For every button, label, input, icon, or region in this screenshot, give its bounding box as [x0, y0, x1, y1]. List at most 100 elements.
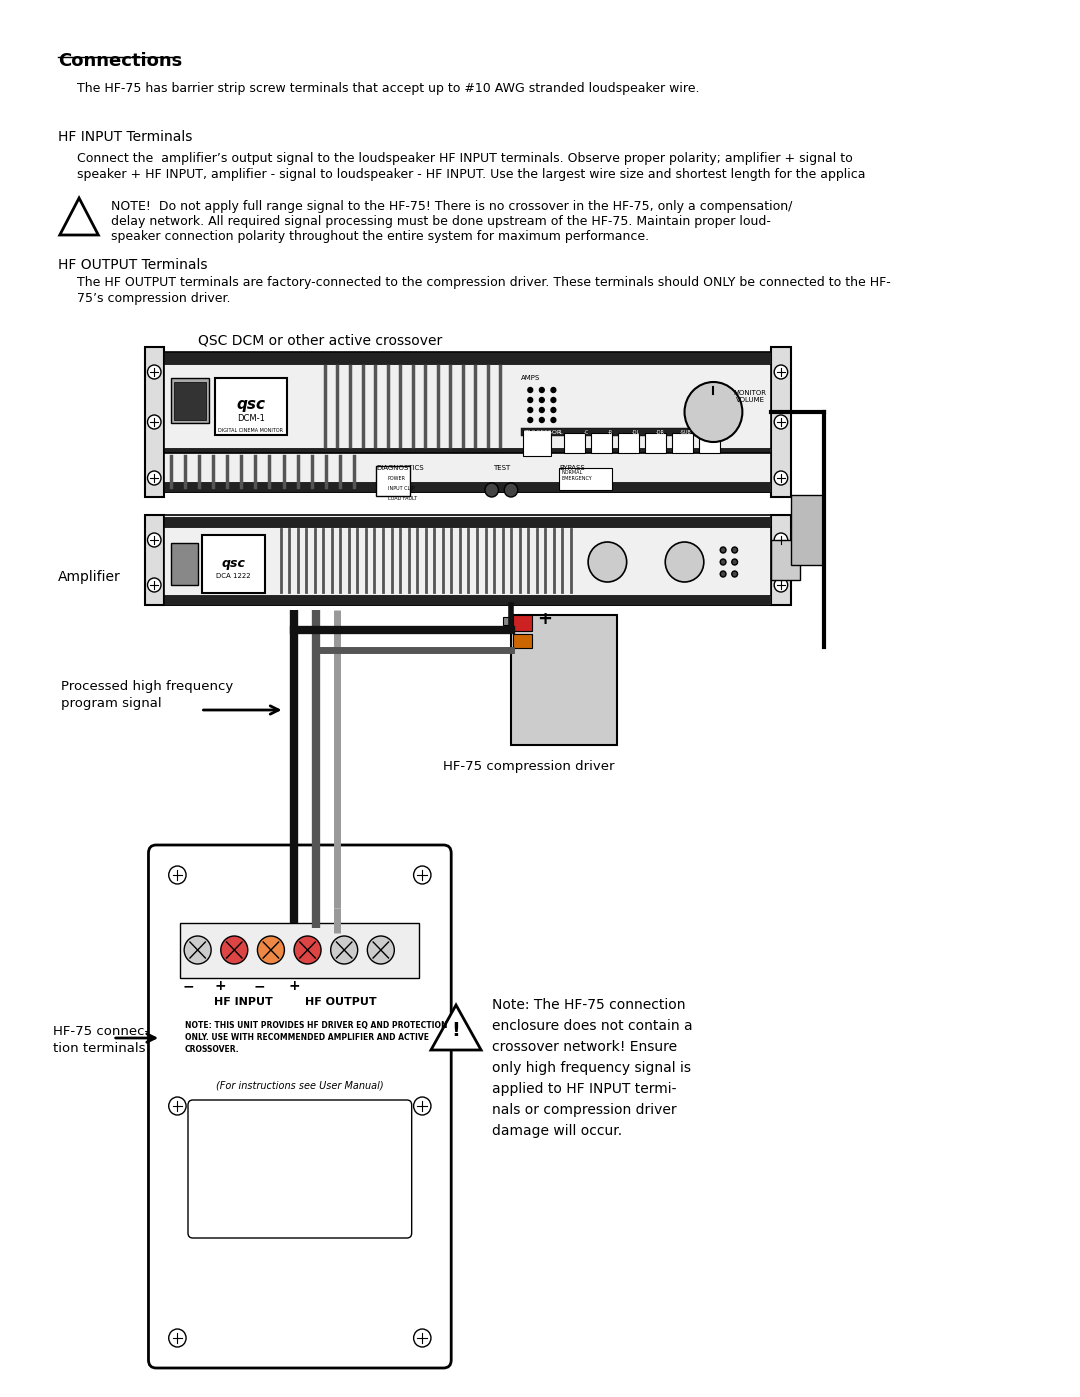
Circle shape: [551, 418, 556, 422]
Text: DIGITAL CINEMA MONITOR: DIGITAL CINEMA MONITOR: [218, 427, 283, 433]
Circle shape: [551, 387, 556, 393]
Circle shape: [528, 398, 532, 402]
Circle shape: [168, 866, 186, 884]
Bar: [174, 381, 206, 420]
Text: program signal: program signal: [60, 697, 161, 710]
Text: crossover network! Ensure: crossover network! Ensure: [491, 1039, 677, 1053]
Circle shape: [732, 571, 738, 577]
Bar: [164, 448, 771, 453]
Bar: [164, 453, 771, 492]
Text: DCA 1222: DCA 1222: [216, 573, 251, 578]
FancyBboxPatch shape: [148, 845, 451, 1368]
Circle shape: [774, 534, 787, 548]
Text: !: !: [451, 1021, 460, 1039]
Bar: [645, 433, 666, 453]
Bar: [771, 541, 800, 580]
Bar: [202, 535, 265, 592]
Bar: [145, 515, 164, 605]
Polygon shape: [59, 198, 98, 235]
Text: HF INPUT: HF INPUT: [214, 997, 272, 1007]
Bar: [164, 352, 771, 365]
Circle shape: [774, 365, 787, 379]
Circle shape: [665, 542, 704, 583]
Bar: [791, 495, 824, 564]
Circle shape: [148, 415, 161, 429]
Text: speaker + HF INPUT, amplifier - signal to loudspeaker - HF INPUT. Use the larges: speaker + HF INPUT, amplifier - signal t…: [77, 168, 866, 182]
Bar: [145, 346, 164, 497]
Text: ONLY. USE WITH RECOMMENDED AMPLIFIER AND ACTIVE: ONLY. USE WITH RECOMMENDED AMPLIFIER AND…: [185, 1032, 429, 1042]
Bar: [164, 515, 771, 605]
Circle shape: [485, 483, 499, 497]
Circle shape: [774, 578, 787, 592]
Bar: [376, 467, 409, 496]
Text: -L: -L: [559, 430, 564, 434]
Text: !: !: [75, 210, 83, 228]
Text: QSC DCM or other active crossover: QSC DCM or other active crossover: [198, 332, 442, 346]
Text: +: +: [288, 979, 300, 993]
Circle shape: [732, 559, 738, 564]
Bar: [164, 595, 771, 605]
Bar: [511, 615, 617, 745]
Text: Amplifier: Amplifier: [58, 570, 121, 584]
Text: NOTE!  Do not apply full range signal to the HF-75! There is no crossover in the: NOTE! Do not apply full range signal to …: [111, 200, 793, 212]
Text: enclosure does not contain a: enclosure does not contain a: [491, 1018, 692, 1032]
Bar: [171, 543, 198, 585]
Text: BYPASS: BYPASS: [559, 465, 585, 471]
Text: CROSSOVER.: CROSSOVER.: [185, 1045, 240, 1053]
Circle shape: [528, 387, 532, 393]
Circle shape: [539, 387, 544, 393]
Text: -SUB: -SUB: [679, 430, 691, 434]
Text: LOAD FAULT: LOAD FAULT: [388, 496, 417, 502]
Text: PROCESSOR: PROCESSOR: [524, 430, 562, 434]
Circle shape: [732, 548, 738, 553]
Bar: [513, 615, 532, 631]
Bar: [215, 379, 287, 434]
Circle shape: [589, 542, 626, 583]
Text: speaker connection polarity throughout the entire system for maximum performance: speaker connection polarity throughout t…: [111, 231, 649, 243]
Text: 75’s compression driver.: 75’s compression driver.: [77, 292, 231, 305]
Text: qsc: qsc: [221, 557, 245, 570]
Circle shape: [185, 936, 212, 964]
Bar: [521, 427, 704, 436]
Text: -C: -C: [583, 430, 589, 434]
Text: HF-75 compression driver: HF-75 compression driver: [444, 760, 615, 773]
Text: NORMAL
EMERGENCY: NORMAL EMERGENCY: [562, 471, 592, 481]
Text: qsc: qsc: [237, 397, 266, 412]
Text: +: +: [537, 610, 552, 629]
Text: (For instructions see User Manual): (For instructions see User Manual): [216, 1080, 383, 1090]
Text: DIAGNOSTICS: DIAGNOSTICS: [376, 465, 423, 471]
Circle shape: [774, 471, 787, 485]
Polygon shape: [431, 1004, 481, 1051]
Text: -DL: -DL: [632, 430, 639, 434]
Text: only high frequency signal is: only high frequency signal is: [491, 1060, 691, 1076]
Bar: [618, 433, 639, 453]
Circle shape: [414, 866, 431, 884]
Circle shape: [148, 578, 161, 592]
Text: DCM-1: DCM-1: [237, 414, 265, 423]
Text: Connect the  amplifier’s output signal to the loudspeaker HF INPUT terminals. Ob: Connect the amplifier’s output signal to…: [77, 152, 853, 165]
Bar: [771, 515, 791, 605]
Circle shape: [367, 936, 394, 964]
Circle shape: [414, 1329, 431, 1347]
Text: POWER: POWER: [388, 476, 406, 481]
FancyBboxPatch shape: [188, 1099, 411, 1238]
Bar: [564, 433, 585, 453]
Circle shape: [551, 398, 556, 402]
Text: -R: -R: [607, 430, 612, 434]
Text: The HF OUTPUT terminals are factory-connected to the compression driver. These t: The HF OUTPUT terminals are factory-conn…: [77, 277, 891, 289]
Circle shape: [685, 381, 742, 441]
Circle shape: [539, 398, 544, 402]
Text: HF-75 connec-: HF-75 connec-: [53, 1025, 149, 1038]
Circle shape: [148, 471, 161, 485]
Circle shape: [528, 408, 532, 412]
Circle shape: [774, 415, 787, 429]
Text: applied to HF INPUT termi-: applied to HF INPUT termi-: [491, 1083, 676, 1097]
Bar: [591, 433, 612, 453]
Circle shape: [330, 936, 357, 964]
Circle shape: [220, 936, 247, 964]
Text: tion terminals: tion terminals: [53, 1042, 146, 1055]
Text: INPUT CLIP: INPUT CLIP: [388, 486, 415, 490]
Bar: [513, 634, 532, 648]
Text: Processed high frequency: Processed high frequency: [60, 680, 233, 693]
Circle shape: [720, 559, 726, 564]
